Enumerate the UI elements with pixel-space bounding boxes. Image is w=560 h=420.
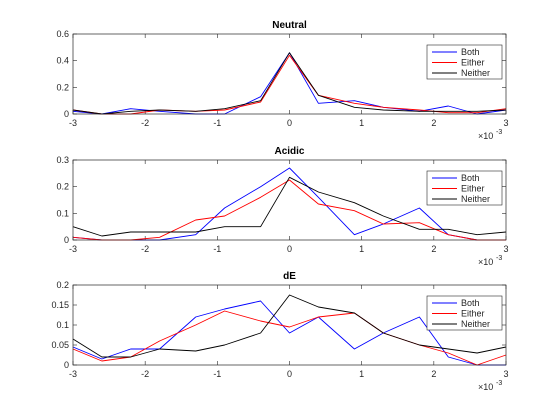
y-tick-label: 0.2 (56, 182, 69, 192)
x-exponent-power: -3 (496, 255, 502, 262)
x-tick-label: 1 (359, 118, 364, 128)
chart-panel-2: Acidic-3 -2 -1 0 1 2 300.10.20.3×10 -3BothEithe… (56, 146, 508, 267)
chart-panel-3: dE-3 -2 -1 0 1 2 300.050.10.150.2×10 -3BothEith… (51, 271, 508, 392)
series-line-neither (72, 176, 507, 237)
legend-label: Both (461, 47, 480, 57)
x-tick-label: -3 (69, 244, 77, 254)
x-tick-label: -1 (213, 369, 221, 379)
y-tick-label: 0 (64, 235, 69, 245)
chart-title: Acidic (274, 146, 304, 157)
y-tick-label: 0.15 (51, 300, 69, 310)
legend-label: Neither (461, 68, 490, 78)
x-exponent-label: ×10 (478, 131, 493, 141)
x-tick-label: 2 (431, 118, 436, 128)
x-tick-label: 3 (503, 118, 508, 128)
y-tick-label: 0.2 (56, 82, 69, 92)
y-tick-label: 0.1 (56, 320, 69, 330)
y-tick-label: 0.6 (56, 29, 69, 39)
axes-box (72, 159, 507, 241)
chart-title: dE (283, 271, 296, 282)
legend-box (426, 170, 503, 206)
legend-label: Neither (461, 319, 490, 329)
series-line-neither (72, 294, 507, 358)
x-tick-label: 3 (503, 244, 508, 254)
series-line-either (72, 54, 507, 115)
x-tick-label: -2 (141, 118, 149, 128)
axes-box (72, 284, 507, 366)
series-line-both (72, 300, 506, 366)
legend-label: Both (461, 298, 480, 308)
axes-box (72, 33, 507, 115)
x-tick-label: -3 (69, 369, 77, 379)
x-tick-label: -1 (213, 244, 221, 254)
x-exponent-power: -3 (496, 129, 502, 136)
x-tick-label: 3 (503, 369, 508, 379)
x-exponent-label: ×10 (478, 257, 493, 267)
legend-label: Both (461, 173, 480, 183)
x-tick-label: 2 (431, 369, 436, 379)
x-tick-label: -2 (141, 244, 149, 254)
legend-label: Either (461, 58, 485, 68)
y-tick-label: 0 (64, 360, 69, 370)
chart-title: Neutral (272, 20, 307, 31)
x-tick-label: 2 (431, 244, 436, 254)
y-tick-label: 0.05 (51, 340, 69, 350)
x-tick-label: -3 (69, 118, 77, 128)
y-tick-label: 0.4 (56, 56, 69, 66)
legend-label: Either (461, 184, 485, 194)
legend-label: Neither (461, 194, 490, 204)
x-exponent-label: ×10 (478, 382, 493, 392)
y-tick-label: 0.1 (56, 208, 69, 218)
x-exponent-power: -3 (496, 380, 502, 387)
series-line-either (72, 179, 506, 241)
x-tick-label: 0 (287, 118, 292, 128)
x-tick-label: 1 (359, 244, 364, 254)
x-tick-label: 0 (287, 244, 292, 254)
series-line-either (72, 310, 507, 366)
x-tick-label: 1 (359, 369, 364, 379)
chart-panel-1: Neutral-3 -2 -1 0 1 2 300.20.40.6×10 -3BothEith… (56, 20, 508, 141)
legend-label: Either (461, 309, 485, 319)
y-tick-label: 0.3 (56, 155, 69, 165)
y-tick-label: 0.2 (56, 280, 69, 290)
y-tick-label: 0 (64, 109, 69, 119)
x-tick-label: -1 (213, 118, 221, 128)
x-tick-label: -2 (141, 369, 149, 379)
series-line-neither (72, 52, 507, 115)
x-tick-label: 0 (287, 369, 292, 379)
